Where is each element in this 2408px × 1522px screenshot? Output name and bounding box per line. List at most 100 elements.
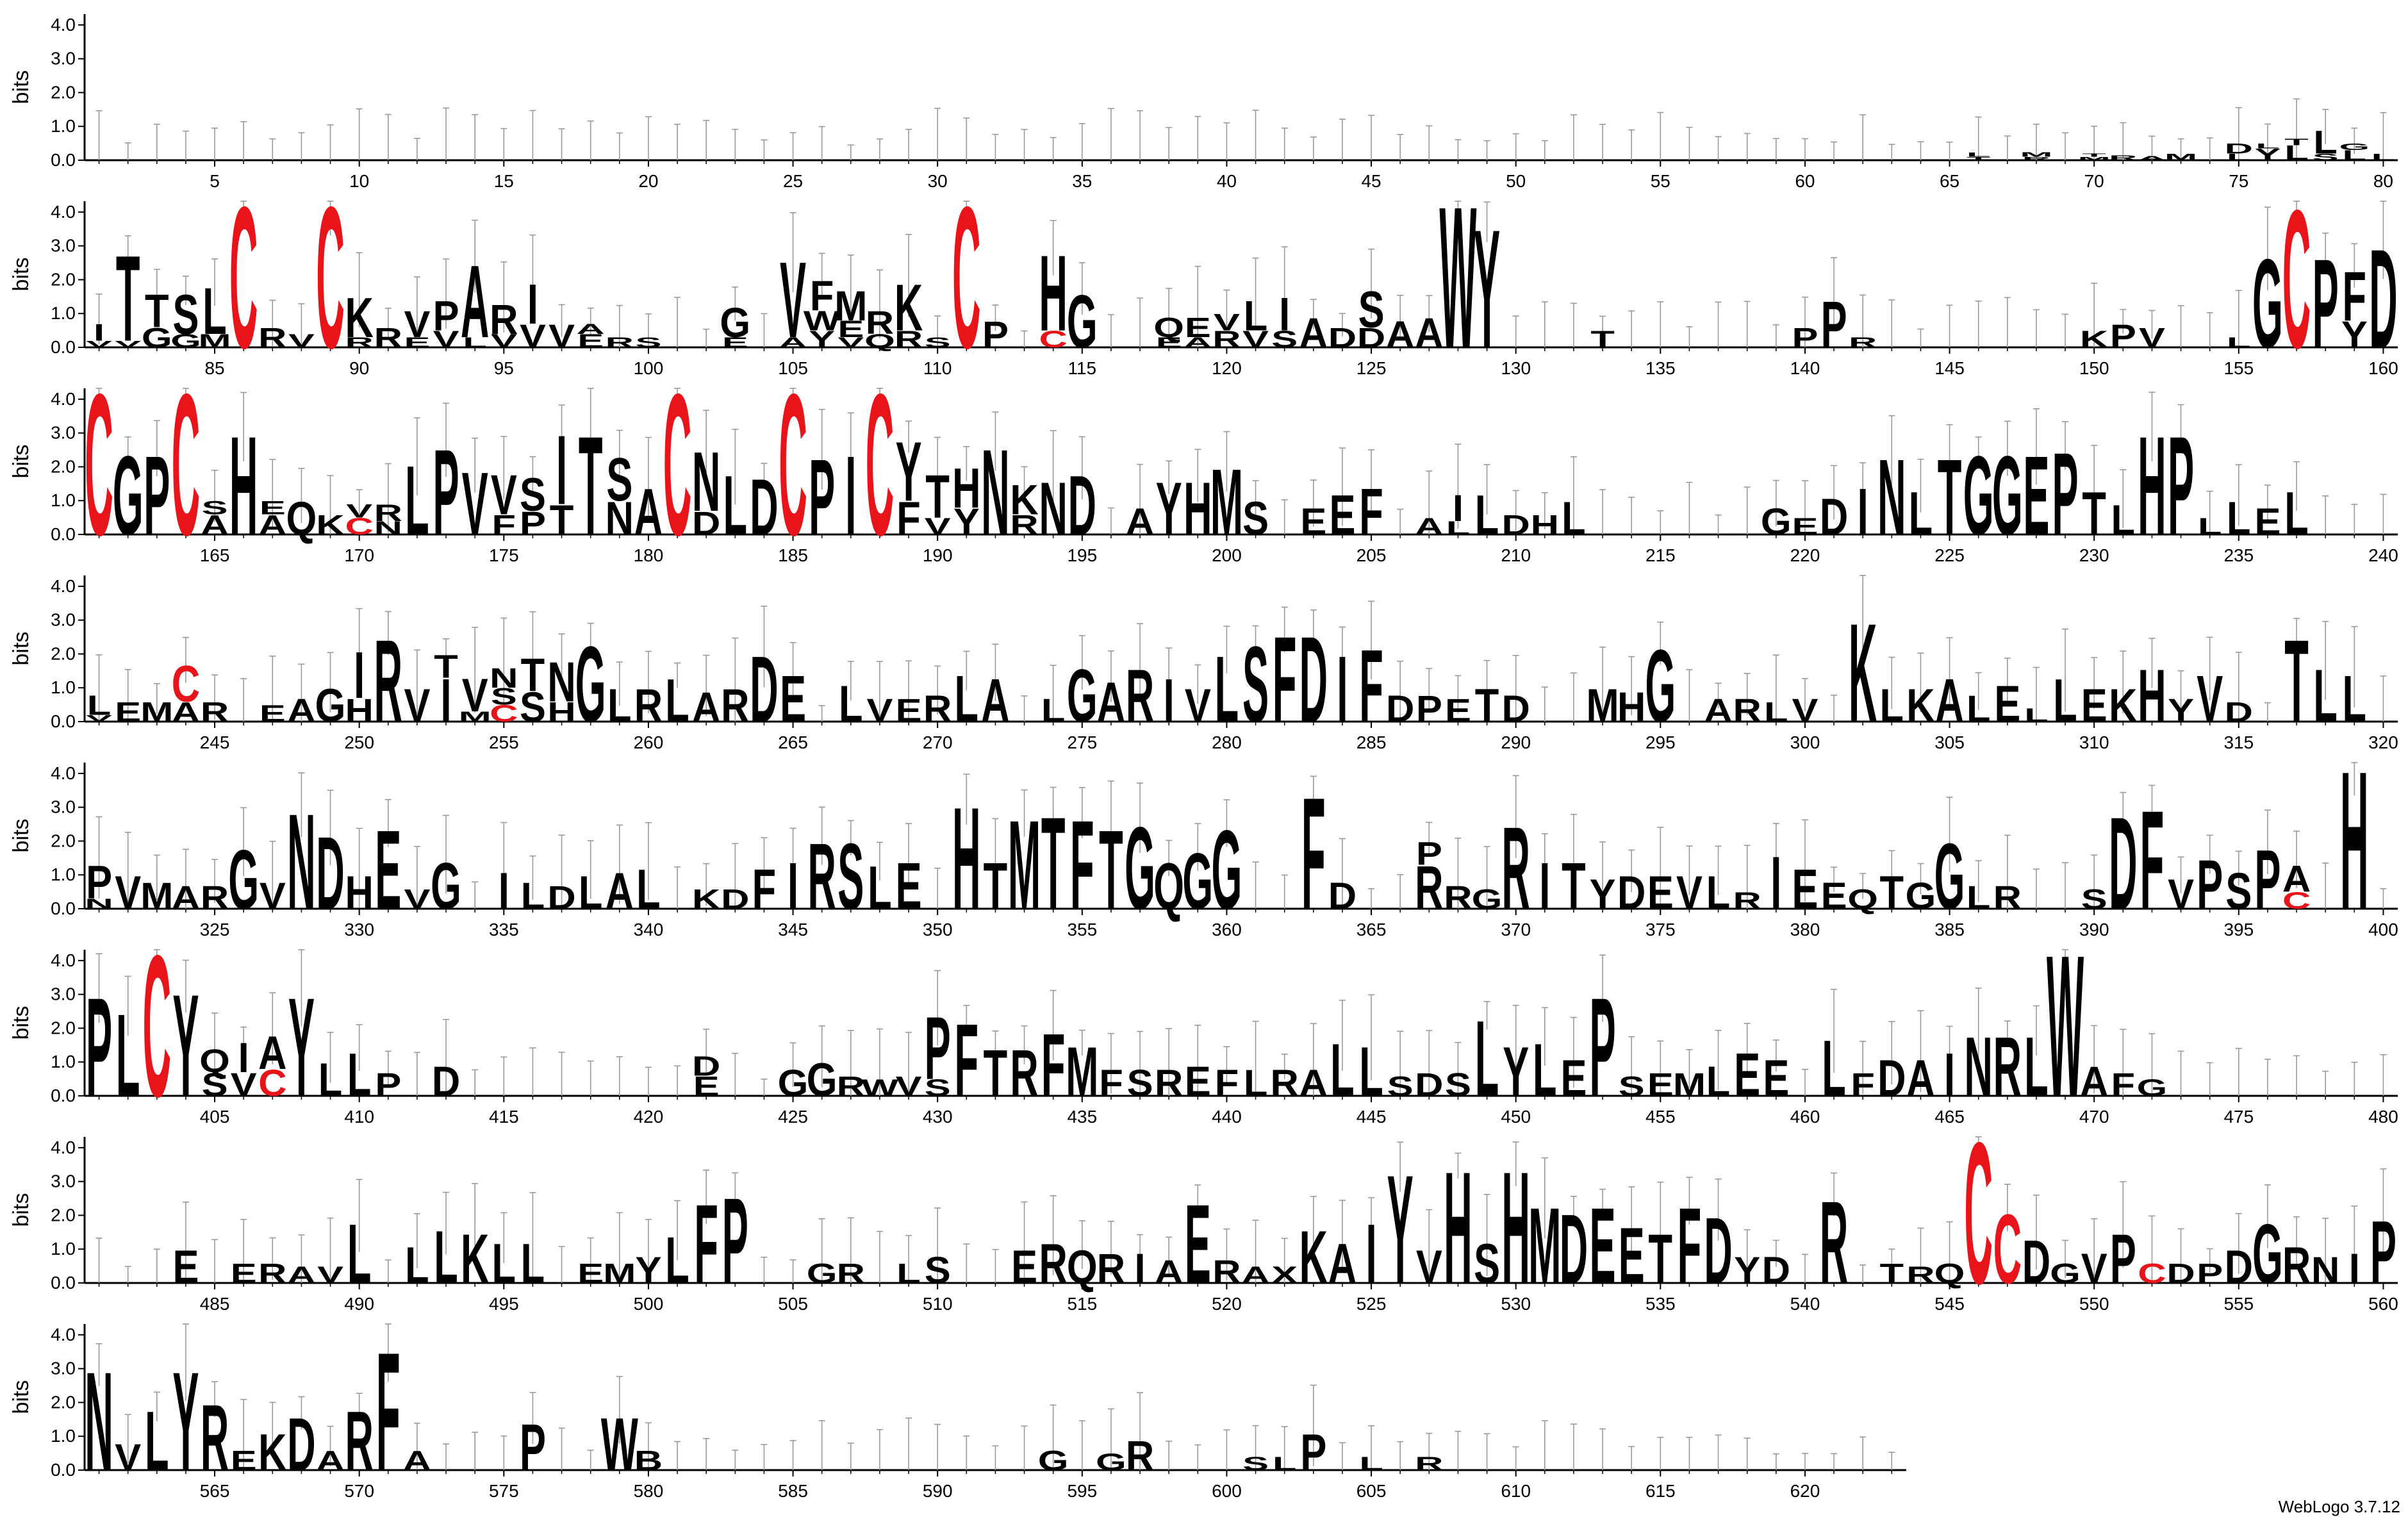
logo-letter-V: V (2081, 1245, 2107, 1293)
y-axis-label: bits (9, 819, 33, 853)
x-tick-label: 345 (778, 920, 808, 939)
logo-letter-F: F (1359, 475, 1383, 549)
logo-letter-L: L (2371, 152, 2396, 162)
logo-letter-R: R (1126, 654, 1154, 738)
logo-letter-D: D (2022, 1227, 2050, 1296)
logo-letter-C: C (1039, 326, 1068, 352)
logo-letter-P: P (809, 436, 835, 558)
logo-letter-Q: Q (286, 493, 317, 545)
y-tick-label: 4.0 (51, 576, 76, 596)
logo-letter-E: E (1011, 1241, 1037, 1293)
logo-letter-Y: Y (172, 1343, 199, 1500)
logo-letter-G: G (431, 849, 461, 923)
logo-letter-A: A (2080, 1057, 2108, 1105)
logo-letter-A: A (1155, 1253, 1183, 1290)
logo-letter-M: M (1210, 449, 1243, 554)
logo-letter-C: C (143, 913, 171, 1139)
logo-letter-R: R (345, 335, 374, 351)
logo-letter-F: F (955, 1003, 979, 1118)
logo-row-7: 0.0 1.0 2.0 3.0 4.0 bits 485 490 495 500 505 510 515… (9, 1100, 2398, 1327)
logo-letter-C: C (345, 513, 374, 540)
logo-letter-L: L (896, 1258, 921, 1289)
logo-letter-V: V (548, 318, 575, 354)
logo-letter-I: I (1135, 1245, 1146, 1293)
logo-letter-S: S (2081, 884, 2107, 915)
logo-letter-N: N (547, 650, 575, 714)
logo-letter-C: C (1965, 1100, 1993, 1327)
logo-letter-S: S (172, 283, 199, 347)
logo-letter-H: H (1502, 1139, 1530, 1317)
x-tick-label: 170 (344, 545, 374, 565)
logo-letter-P: P (86, 969, 112, 1126)
logo-letter-G: G (1125, 802, 1155, 934)
logo-letter-A: A (172, 697, 200, 728)
logo-letter-E: E (693, 1071, 720, 1102)
logo-letter-M: M (2020, 151, 2052, 158)
logo-letter-S: S (1358, 281, 1385, 338)
logo-letter-M: M (1008, 795, 1041, 937)
logo-letter-V: V (86, 713, 112, 724)
logo-letter-S: S (1271, 326, 1298, 352)
logo-letter-T: T (1880, 867, 1904, 919)
x-tick-label: 175 (489, 545, 519, 565)
logo-letter-A: A (606, 863, 634, 920)
y-tick-label: 0.0 (51, 524, 76, 544)
x-tick-label: 430 (923, 1107, 953, 1127)
logo-letter-G: G (778, 1062, 809, 1104)
logo-letter-E: E (260, 497, 286, 518)
logo-letter-A: A (172, 879, 200, 916)
logo-letter-N: N (374, 518, 402, 539)
logo-letter-D: D (1415, 1066, 1443, 1103)
logo-letter-I: I (1944, 1040, 1955, 1109)
logo-letter-H: H (345, 867, 374, 919)
logo-letter-N: N (287, 786, 315, 938)
logo-letter-E: E (1619, 1211, 1645, 1300)
logo-letter-V: V (317, 1262, 343, 1288)
y-axis-label: bits (9, 1006, 33, 1040)
logo-letter-Q: Q (199, 1043, 230, 1079)
logo-letter-R: R (1906, 1262, 1934, 1288)
logo-letter-E: E (231, 1258, 257, 1289)
logo-letter-P: P (520, 1410, 546, 1484)
logo-letter-A: A (1906, 1050, 1934, 1107)
x-tick-label: 185 (778, 545, 808, 565)
x-tick-label: 300 (1790, 732, 1820, 752)
logo-letter-L: L (2313, 124, 2338, 160)
logo-letter-R: R (1415, 853, 1443, 922)
logo-letter-G: G (228, 832, 259, 927)
logo-letter-D: D (692, 505, 720, 542)
logo-letter-V: V (404, 303, 430, 345)
x-tick-label: 535 (1645, 1294, 1676, 1314)
x-tick-label: 110 (923, 358, 952, 378)
logo-letter-E: E (2023, 433, 2049, 558)
x-tick-label: 555 (2223, 1294, 2254, 1314)
logo-letter-L: L (1475, 998, 1499, 1119)
x-tick-label: 440 (1212, 1107, 1242, 1127)
logo-letter-L: L (2284, 479, 2309, 547)
x-tick-label: 610 (1501, 1481, 1531, 1501)
logo-letter-P: P (433, 425, 459, 561)
logo-letter-G: G (113, 433, 144, 558)
y-tick-label: 1.0 (51, 1426, 76, 1446)
logo-letter-Y: Y (1156, 467, 1182, 551)
logo-letter-P: P (520, 505, 546, 542)
logo-letter-V: V (1676, 867, 1703, 919)
logo-letter-L: L (463, 335, 487, 351)
x-tick-label: 105 (778, 358, 808, 378)
logo-letter-D: D (1617, 867, 1645, 919)
y-axis-label: bits (9, 258, 33, 292)
x-tick-label: 20 (638, 171, 658, 191)
logo-letter-S: S (491, 683, 517, 709)
logo-letter-D: D (1068, 458, 1096, 552)
logo-letter-R: R (634, 680, 663, 732)
logo-letter-A: A (1126, 500, 1154, 542)
logo-letter-Q: Q (1847, 884, 1878, 915)
logo-letter-R: R (895, 326, 923, 352)
logo-letter-V: V (2197, 662, 2223, 736)
y-tick-label: 2.0 (51, 1018, 76, 1038)
logo-row-3: 0.0 1.0 2.0 3.0 4.0 bits 165 170 175 180 185 190 195… (9, 352, 2398, 578)
logo-letter-N: N (490, 663, 518, 695)
x-tick-label: 135 (1645, 358, 1676, 378)
logo-letter-L: L (665, 666, 689, 734)
logo-letter-A: A (258, 1027, 286, 1079)
